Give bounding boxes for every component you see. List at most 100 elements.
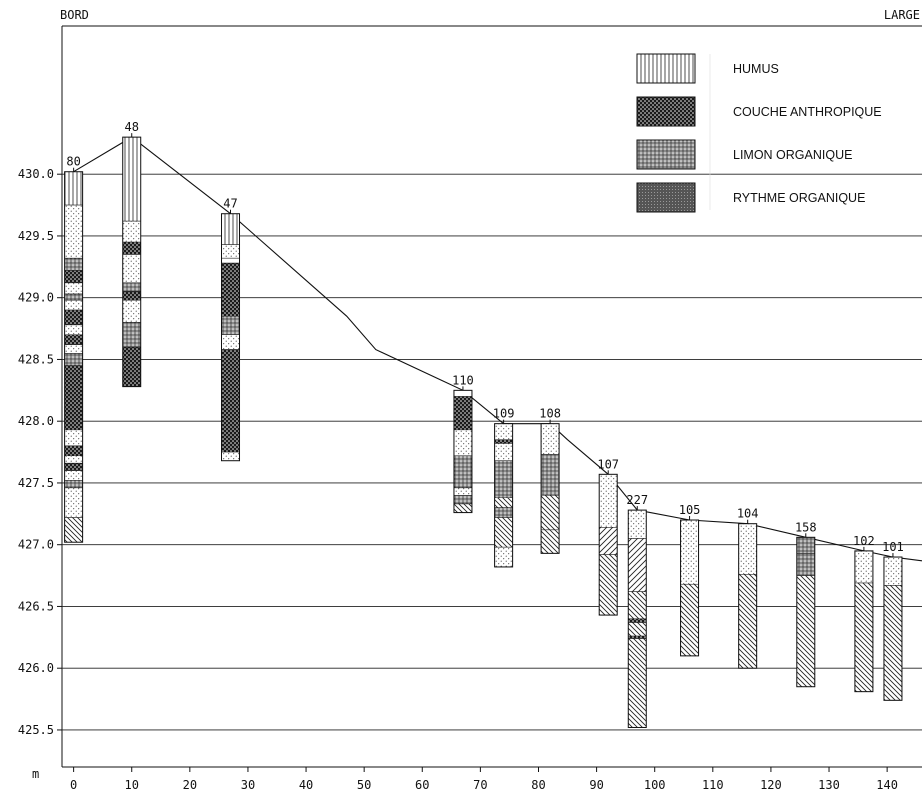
borehole-80: 80 xyxy=(64,155,84,543)
legend-label-rythme: RYTHME ORGANIQUE xyxy=(733,191,865,205)
layer-limon xyxy=(796,553,816,576)
layer-hatch xyxy=(64,517,83,543)
layer-dots xyxy=(628,509,647,539)
borehole-108: 108 xyxy=(539,407,561,554)
layer-anthro xyxy=(122,241,141,255)
layer-humus xyxy=(122,136,141,222)
layer-limon xyxy=(453,495,473,505)
borehole-label: 102 xyxy=(853,534,875,548)
layer-hatch xyxy=(854,582,874,692)
x-tick-label: 10 xyxy=(125,778,139,792)
x-tick-label: 60 xyxy=(415,778,429,792)
layer-hatch xyxy=(598,554,618,616)
borehole-101: 101 xyxy=(882,540,904,701)
layer-anthro xyxy=(64,365,83,431)
layer-hatch xyxy=(680,583,699,657)
y-tick-label: 429.5 xyxy=(18,229,54,243)
layer-dots xyxy=(453,429,473,457)
layer-anthro xyxy=(494,439,513,444)
surface-profile-line xyxy=(73,136,922,562)
borehole-104: 104 xyxy=(737,507,759,669)
borehole-label: 109 xyxy=(493,407,515,421)
layer-dots xyxy=(221,244,240,259)
x-tick-label: 0 xyxy=(70,778,77,792)
x-tick-label: 130 xyxy=(818,778,840,792)
layer-dots xyxy=(221,334,240,350)
layer-dots xyxy=(64,204,83,259)
layer-dots xyxy=(494,423,513,440)
layer-hatchR xyxy=(598,527,618,555)
layer-anthro xyxy=(628,618,647,623)
layer-hatch xyxy=(738,574,757,669)
layer-hatch xyxy=(628,622,647,637)
borehole-47: 47 xyxy=(221,197,241,462)
y-tick-label: 427.0 xyxy=(18,538,54,552)
layer-anthro xyxy=(453,396,473,431)
corner-label-large: LARGE xyxy=(884,8,920,22)
layer-hatch xyxy=(494,497,513,508)
layer-anthro xyxy=(221,262,240,317)
legend-item-limon: LIMON ORGANIQUE xyxy=(636,139,852,170)
layer-dots xyxy=(64,429,83,447)
layer-hatch xyxy=(883,585,903,701)
x-tick-label: 100 xyxy=(644,778,666,792)
layer-hatch xyxy=(540,495,560,531)
layer-limon xyxy=(494,507,513,518)
y-tick-label: 428.5 xyxy=(18,352,54,366)
y-tick-label: 429.0 xyxy=(18,291,54,305)
borehole-227: 227 xyxy=(626,493,648,728)
layer-anthro xyxy=(122,291,141,301)
layer-dots xyxy=(453,487,473,496)
x-tick-label: 120 xyxy=(760,778,782,792)
layer-dots xyxy=(64,324,83,335)
borehole-102: 102 xyxy=(853,534,875,693)
legend-label-humus: HUMUS xyxy=(733,62,779,76)
layer-anthro xyxy=(628,635,647,639)
layer-hatch xyxy=(540,529,560,554)
layer-dots xyxy=(540,423,560,455)
layer-limon xyxy=(64,257,83,271)
borehole-label: 104 xyxy=(737,507,759,521)
legend-swatch-rythme xyxy=(636,182,696,213)
layer-dots xyxy=(64,344,83,354)
legend-item-anthro: COUCHE ANTHROPIQUE xyxy=(636,96,882,127)
layer-dots xyxy=(122,254,141,284)
layer-dots xyxy=(738,523,757,575)
layer-dots xyxy=(883,556,903,586)
legend-item-rythme: RYTHME ORGANIQUE xyxy=(636,182,865,213)
legend-item-humus: HUMUS xyxy=(636,53,779,84)
x-tick-label: 40 xyxy=(299,778,313,792)
layer-dots xyxy=(64,282,83,295)
x-tick-label: 80 xyxy=(531,778,545,792)
y-tick-label: 426.0 xyxy=(18,661,54,675)
layer-dots xyxy=(680,519,699,585)
layer-hatch xyxy=(494,517,513,548)
layer-limon xyxy=(796,537,816,554)
layer-anthro xyxy=(122,346,141,387)
borehole-label: 48 xyxy=(125,120,139,134)
x-axis: 0 10 20 30 40 50 60 70 80 90 100 110 120 130 140 xyxy=(70,767,898,792)
layer-anthro xyxy=(64,445,83,457)
layer-dots xyxy=(221,451,240,461)
layer-anthro xyxy=(64,334,83,345)
layer-anthro xyxy=(64,462,83,471)
legend-swatch-anthro xyxy=(636,96,696,127)
x-tick-label: 70 xyxy=(473,778,487,792)
layer-dots xyxy=(64,487,83,518)
layer-dots xyxy=(598,474,618,528)
layer-dots xyxy=(64,470,83,481)
boreholes: 80 48 47 110 109 108 107 227 105 104 158 102 101 xyxy=(64,120,904,728)
borehole-label: 107 xyxy=(597,457,619,471)
borehole-label: 227 xyxy=(626,493,648,507)
x-tick-label: 20 xyxy=(183,778,197,792)
layer-limon xyxy=(453,455,473,489)
layer-dots xyxy=(122,220,141,243)
layer-limon xyxy=(64,293,83,301)
legend-swatch-humus xyxy=(636,53,696,84)
borehole-109: 109 xyxy=(493,407,515,568)
x-axis-label: m xyxy=(32,767,39,781)
layer-humus xyxy=(221,213,240,245)
layer-limon xyxy=(122,322,141,348)
layer-blank xyxy=(453,390,473,397)
